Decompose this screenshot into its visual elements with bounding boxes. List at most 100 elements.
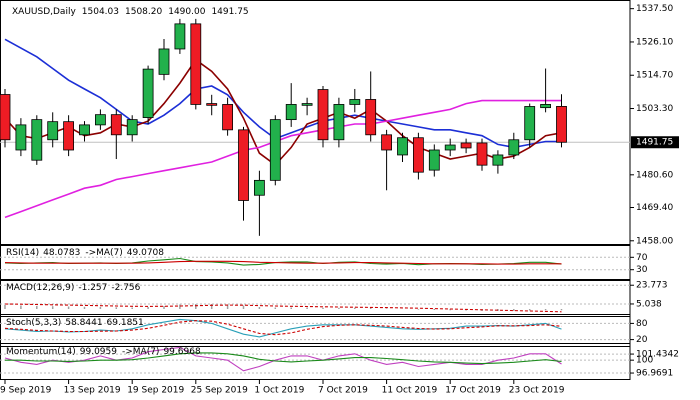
- indicator-name: Stoch(5,3,3): [6, 318, 61, 328]
- candle-body: [524, 106, 536, 141]
- y-tick-label: 80: [636, 319, 648, 329]
- candle-body: [492, 154, 504, 166]
- candle-body: [397, 137, 408, 156]
- last-price-box: [631, 136, 679, 149]
- candle-body: [110, 114, 122, 136]
- x-tick-label: 17 Oct 2019: [445, 386, 501, 396]
- panel-frame: [0, 314, 631, 347]
- x-tick-label: 23 Oct 2019: [509, 386, 565, 396]
- candle-body: [31, 119, 43, 161]
- candle-body: [47, 121, 59, 141]
- candle-body: [158, 48, 170, 75]
- y-tick-label: 30: [636, 265, 648, 275]
- y-tick-label: 1458.00: [636, 236, 673, 246]
- candle-body: [269, 119, 281, 181]
- indicator-value: -2.756: [111, 283, 140, 293]
- candle-body: [508, 139, 520, 156]
- y-tick-label: 1469.40: [636, 203, 673, 213]
- indicator-line: [4, 320, 562, 336]
- indicator-value: 49.0708: [127, 248, 164, 258]
- candle-body: [556, 105, 567, 143]
- indicator-name: MACD(12,26,9): [6, 283, 74, 293]
- candle-body: [222, 104, 234, 131]
- candle-body: [333, 104, 345, 141]
- indicator-line: [4, 58, 562, 166]
- x-tick-label: 7 Oct 2019: [318, 386, 368, 396]
- x-tick-label: 13 Sep 2019: [64, 386, 121, 396]
- y-tick-label: 96.9691: [636, 369, 673, 379]
- y-tick-label: 1480.60: [636, 170, 673, 180]
- ohlc-value: 1504.03: [82, 7, 119, 17]
- panel-frame: [0, 343, 631, 380]
- indicator-header: MACD(12,26,9) -1.257 -2.756: [6, 283, 141, 293]
- y-tick-label: 70: [636, 253, 648, 263]
- indicator-value: -1.257: [78, 283, 107, 293]
- candle-body: [301, 103, 313, 106]
- indicator-header: Momentum(14) 99.0959 ->MA(7) 99.6968: [6, 347, 201, 357]
- indicator-value: 99.0959: [80, 347, 117, 357]
- candle-body: [428, 149, 440, 171]
- candle-body: [540, 104, 551, 109]
- y-tick-label: 23.773: [636, 281, 668, 291]
- candle-body: [253, 179, 265, 196]
- x-tick-label: 25 Sep 2019: [191, 386, 248, 396]
- candle-body: [238, 129, 249, 201]
- ohlc-value: 1508.20: [125, 7, 162, 17]
- candle-body: [15, 124, 27, 151]
- indicator-value: 48.0783: [43, 248, 80, 258]
- x-tick-label: 9 Sep 2019: [0, 386, 52, 396]
- candle-body: [79, 124, 90, 136]
- y-tick-label: 100: [636, 356, 653, 366]
- panel-frame: [0, 244, 631, 281]
- candle-body: [349, 99, 361, 105]
- indicator-line: [4, 99, 562, 219]
- x-tick-label: 19 Sep 2019: [127, 386, 184, 396]
- indicator-value: 58.8441: [65, 318, 102, 328]
- indicator-header: Stoch(5,3,3) 58.8441 69.1851: [6, 318, 144, 328]
- candle-body: [444, 144, 456, 151]
- candle-body: [412, 137, 424, 173]
- candle-body: [190, 23, 202, 105]
- indicator-name: Momentum(14): [6, 347, 76, 357]
- indicator-header: RSI(14) 48.0783 ->MA(7) 49.0708: [6, 248, 164, 258]
- x-tick-label: 1 Oct 2019: [254, 386, 304, 396]
- indicator-value: 69.1851: [107, 318, 144, 328]
- candle-body: [174, 23, 186, 50]
- symbol: XAUUSD,Daily: [12, 7, 76, 17]
- indicator-line: [4, 260, 562, 265]
- candle-body: [0, 94, 11, 141]
- y-tick-label: 5.038: [636, 299, 662, 309]
- indicator-name: ->MA(7): [85, 248, 122, 258]
- last-price-label: 1491.75: [636, 138, 673, 148]
- candle-body: [142, 68, 154, 118]
- indicator-line: [4, 38, 562, 149]
- y-tick-label: 1537.50: [636, 4, 673, 14]
- candle-body: [126, 119, 138, 136]
- candle-body: [63, 121, 74, 151]
- candle-body: [206, 103, 218, 106]
- indicator-value: 99.6968: [163, 347, 200, 357]
- y-tick-label: 1514.70: [636, 71, 673, 81]
- panel-frame: [0, 279, 631, 317]
- y-tick-label: 1503.30: [636, 104, 673, 114]
- indicator-line: [5, 352, 562, 365]
- indicator-line: [4, 318, 562, 338]
- indicator-name: RSI(14): [6, 248, 39, 258]
- candle-body: [285, 104, 297, 121]
- ohlc-value: 1491.75: [211, 7, 248, 17]
- indicator-line: [4, 346, 562, 372]
- y-tick-label: 1526.10: [636, 37, 673, 47]
- candle-body: [365, 99, 377, 136]
- y-tick-label: 101.4342: [636, 350, 679, 360]
- indicator-name: ->MA(7): [122, 347, 159, 357]
- candle-body: [460, 142, 472, 149]
- candle-body: [381, 134, 393, 151]
- y-tick-label: 20: [636, 335, 648, 345]
- candle-body: [476, 142, 488, 166]
- candle-body: [95, 114, 106, 126]
- indicator-line: [4, 303, 562, 313]
- chart-header: XAUUSD,Daily 1504.03 1508.20 1490.00 1491.75: [12, 7, 249, 17]
- candle-body: [317, 89, 329, 141]
